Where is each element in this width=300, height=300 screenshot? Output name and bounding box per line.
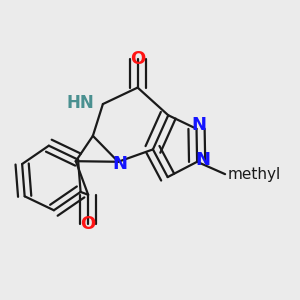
Text: N: N	[191, 116, 206, 134]
Text: HN: HN	[67, 94, 94, 112]
Text: methyl: methyl	[228, 167, 281, 182]
Text: N: N	[196, 151, 211, 169]
Text: N: N	[112, 155, 127, 173]
Text: O: O	[80, 215, 96, 233]
Text: O: O	[130, 50, 145, 68]
